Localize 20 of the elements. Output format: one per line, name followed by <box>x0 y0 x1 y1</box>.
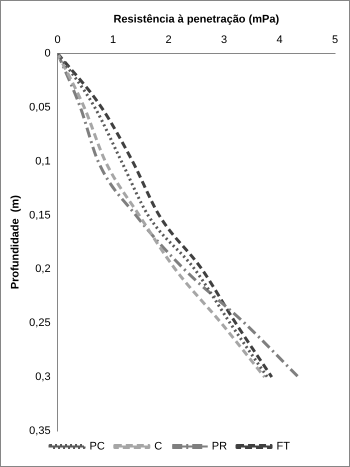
x-tick-label: 2 <box>166 34 172 46</box>
y-tick-label: 0,2 <box>35 263 51 276</box>
x-tick-label: 4 <box>276 34 283 46</box>
y-tick-label: 0 <box>44 47 51 60</box>
y-tick-label: 0,1 <box>35 155 51 168</box>
y-tick-label: 0,3 <box>35 371 51 384</box>
x-tick-label: 1 <box>110 34 116 46</box>
y-tick-label: 0,15 <box>29 209 51 222</box>
legend-label: PR <box>212 440 228 453</box>
x-tick-label: 3 <box>220 34 228 46</box>
x-axis-title: Resistência à penetração (mPa) <box>113 14 280 26</box>
y-tick-label: 0,35 <box>29 425 51 438</box>
x-tick-label: 0 <box>54 34 61 46</box>
y-axis-title: Profundidade (m) <box>10 194 22 290</box>
y-tick-label: 0,05 <box>29 101 51 114</box>
y-tick-label: 0,25 <box>29 317 51 330</box>
legend-label: PC <box>90 440 105 453</box>
legend-label: FT <box>276 440 290 453</box>
legend-label: C <box>154 440 162 453</box>
x-tick-label: 5 <box>332 34 338 46</box>
